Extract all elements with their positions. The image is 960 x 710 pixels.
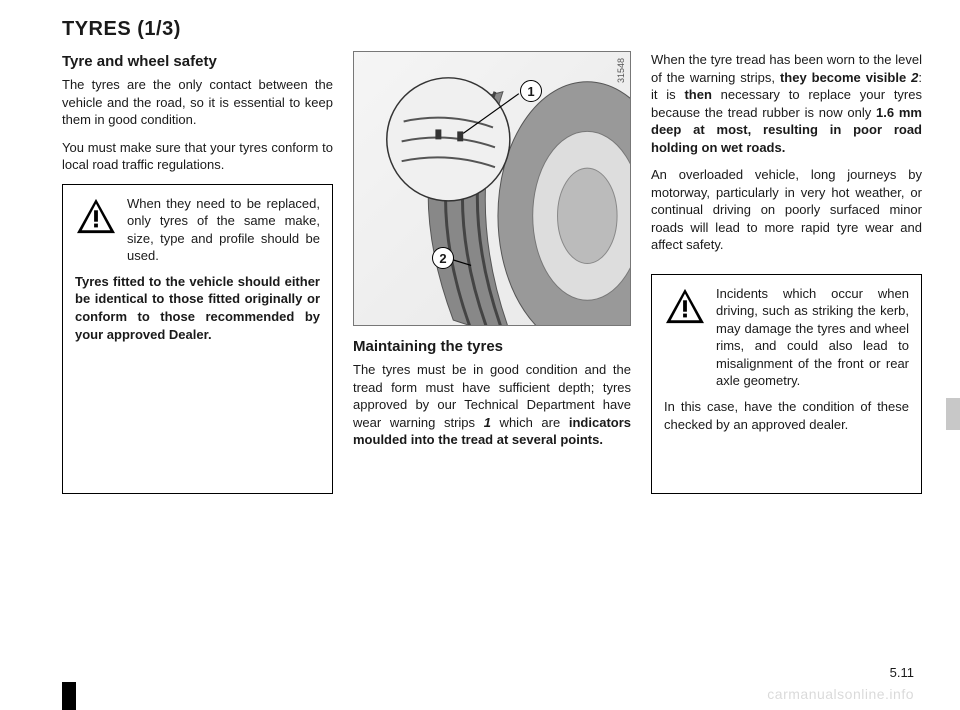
heading-tyre-safety: Tyre and wheel safety — [62, 53, 333, 70]
corner-tab — [62, 682, 76, 710]
para-c1-1: The tyres are the only contact between t… — [62, 76, 333, 129]
page-title: TYRES (1/3) — [62, 18, 922, 41]
para-c1-2: You must make sure that your tyres confo… — [62, 139, 333, 174]
title-fraction: (1/3) — [137, 18, 181, 40]
tyre-figure: 1 2 31548 — [353, 51, 631, 326]
heading-maintaining: Maintaining the tyres — [353, 338, 631, 355]
para-c3-1: When the tyre tread has been worn to the… — [651, 51, 922, 156]
tyre-illustration — [354, 52, 630, 325]
column-3: When the tyre tread has been worn to the… — [651, 51, 922, 494]
warn2-p2: In this case, have the condition of thes… — [664, 398, 909, 433]
para-c3-2: An overloaded vehicle, long journeys by … — [651, 166, 922, 254]
side-tab — [946, 398, 960, 430]
warning-icon — [664, 287, 706, 325]
callout-2: 2 — [432, 247, 454, 269]
para-c2-1: The tyres must be in good condition and … — [353, 361, 631, 449]
figure-code: 31548 — [616, 58, 626, 83]
warn1-p1: When they need to be replaced, only tyre… — [127, 195, 320, 265]
warning-box-1: When they need to be replaced, only tyre… — [62, 184, 333, 494]
title-main: TYRES — [62, 18, 131, 40]
warn1-p2: Tyres fitted to the vehicle should eithe… — [75, 273, 320, 343]
warning-box-2: Incidents which occur when driving, such… — [651, 274, 922, 494]
warn2-p1: Incidents which occur when driving, such… — [716, 285, 909, 390]
page-number: 5.11 — [890, 665, 914, 680]
warning-icon — [75, 197, 117, 235]
column-1: Tyre and wheel safety The tyres are the … — [62, 51, 333, 494]
watermark: carmanualsonline.info — [767, 686, 914, 702]
column-2: 1 2 31548 Maintaining the tyres The tyre… — [353, 51, 631, 494]
callout-1: 1 — [520, 80, 542, 102]
